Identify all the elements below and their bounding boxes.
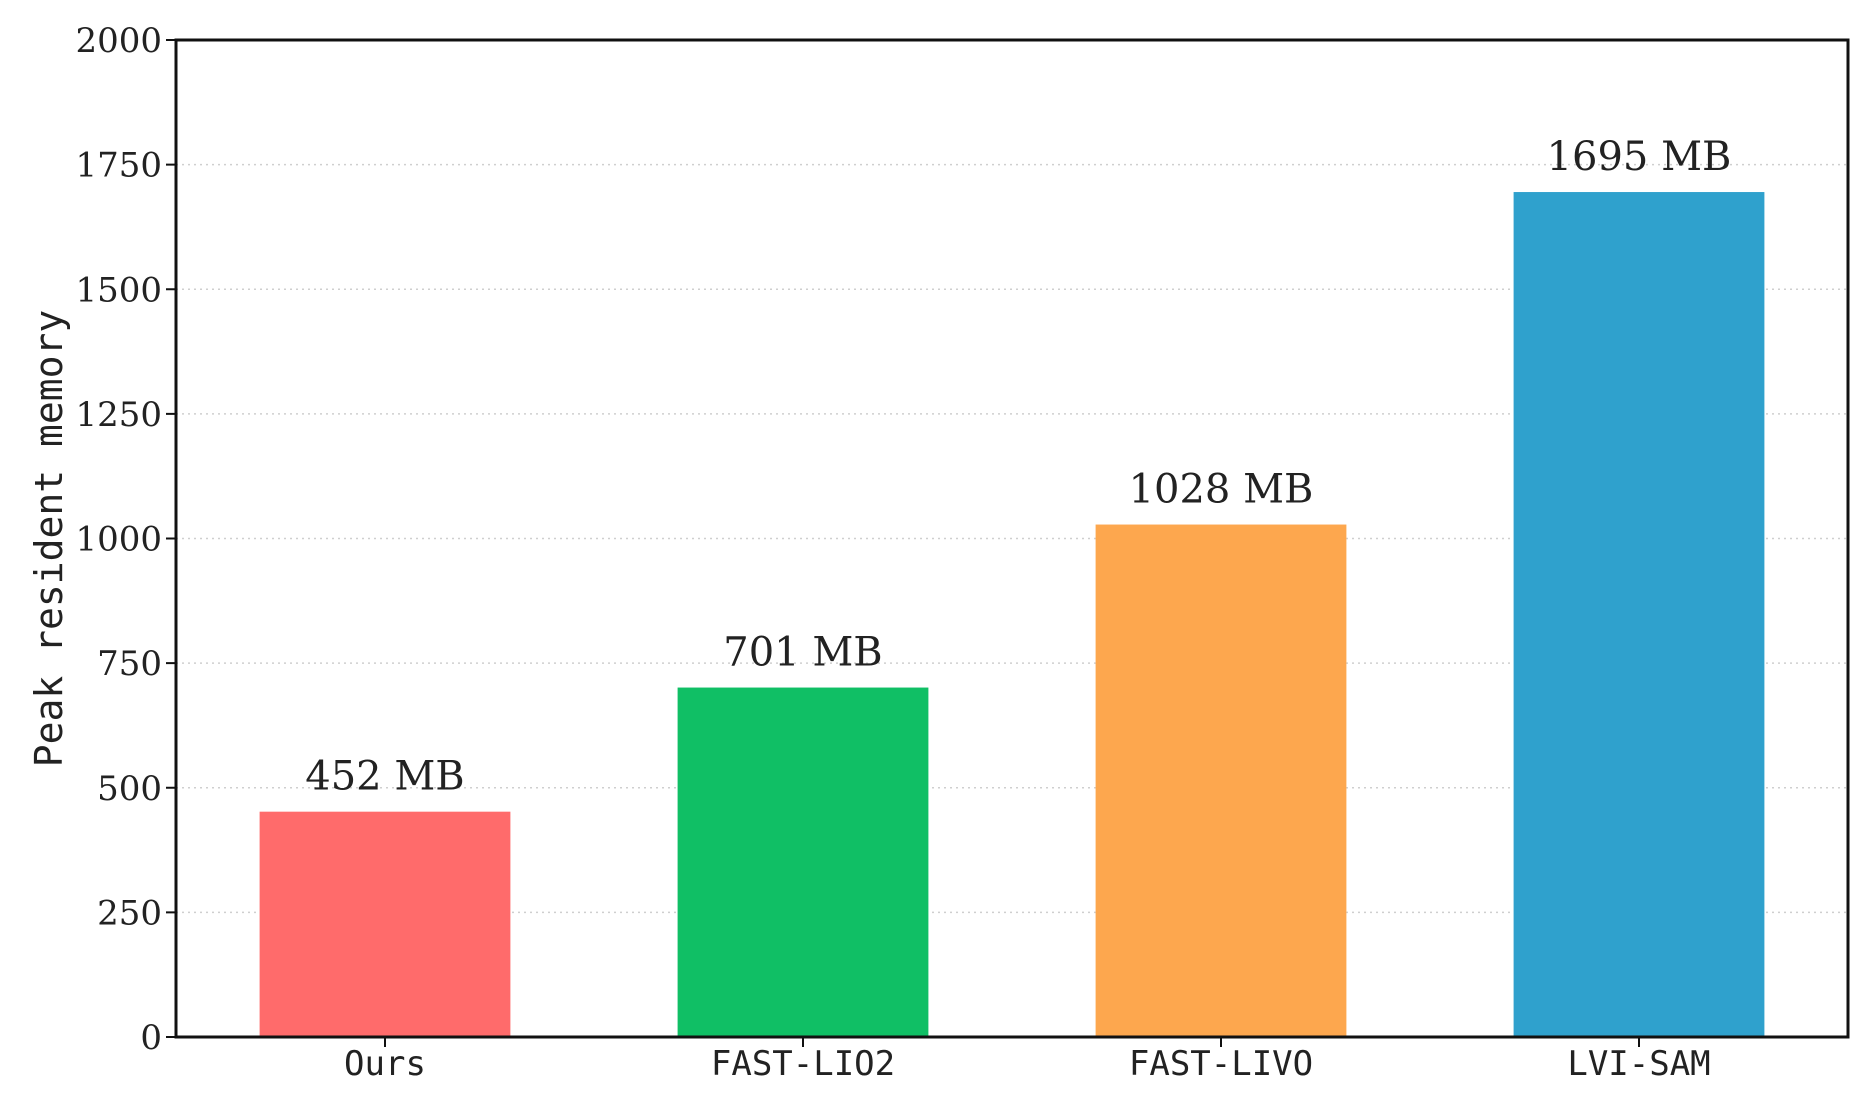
y-tick-label: 0: [140, 1018, 162, 1058]
bar: [677, 687, 929, 1037]
y-axis-label: Peak resident memory: [27, 310, 71, 768]
bar: [259, 811, 511, 1037]
x-tick-label: LVI-SAM: [1567, 1044, 1710, 1084]
bar: [1095, 524, 1347, 1037]
x-tick-label: Ours: [344, 1044, 426, 1084]
x-axis-ticks: Ours FAST-LIO2 FAST-LIVO LVI-SAM: [344, 1037, 1711, 1084]
y-tick-label: 1000: [75, 520, 162, 560]
x-tick-label: FAST-LIO2: [711, 1044, 895, 1084]
bars: [259, 192, 1765, 1038]
y-tick-label: 1250: [75, 395, 162, 435]
x-tick-label: FAST-LIVO: [1129, 1044, 1313, 1084]
y-tick-label: 500: [97, 769, 162, 809]
y-tick-label: 2000: [75, 21, 162, 61]
bar-value-label: 701 MB: [723, 630, 882, 676]
value-labels: 452 MB 701 MB 1028 MB 1695 MB: [305, 134, 1731, 800]
y-tick-label: 750: [97, 644, 162, 684]
y-tick-label: 1750: [75, 146, 162, 186]
y-axis-ticks: 0 250 500 750 1000 1250 1500 1750 2000: [75, 21, 176, 1058]
bar-value-label: 1028 MB: [1129, 467, 1314, 513]
bar-value-label: 1695 MB: [1547, 134, 1732, 180]
y-tick-label: 1500: [75, 270, 162, 310]
bar: [1513, 192, 1765, 1038]
bar-value-label: 452 MB: [305, 754, 464, 800]
y-tick-label: 250: [97, 893, 162, 933]
